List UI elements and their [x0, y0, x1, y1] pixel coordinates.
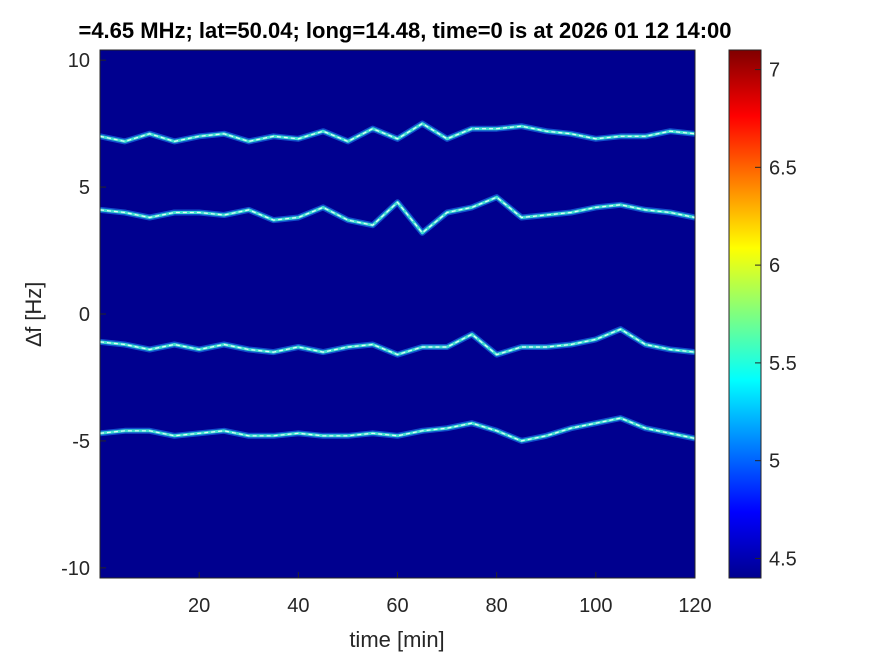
y-tick-label: -5 — [72, 431, 90, 453]
trace-1-core — [99, 123, 696, 142]
colorbar-tick-label: 5 — [769, 451, 780, 473]
trace-2-core — [99, 196, 696, 234]
colorbar-tick-label: 6 — [769, 255, 780, 277]
colorbar-tick-label: 4.5 — [769, 548, 797, 570]
chart-title: =4.65 MHz; lat=50.04; long=14.48, time=0… — [78, 18, 731, 43]
colorbar-tick-label: 7 — [769, 60, 780, 82]
x-tick-label: 60 — [386, 595, 408, 617]
x-axis-label: time [min] — [349, 627, 444, 652]
y-tick-label: 5 — [79, 177, 90, 199]
y-tick-label: 0 — [79, 304, 90, 326]
trace-4-core — [99, 417, 696, 442]
colorbar-ticks: 4.5 5 5.5 6 6.5 7 — [755, 60, 797, 570]
colorbar — [728, 49, 762, 579]
colorbar-tick-label: 6.5 — [769, 157, 797, 179]
x-tick-label: 120 — [678, 595, 711, 617]
x-tick-label: 80 — [486, 595, 508, 617]
y-tick-label: 10 — [68, 50, 90, 72]
y-axis-label: ∆f [Hz] — [21, 282, 46, 347]
x-tick-label: 20 — [188, 595, 210, 617]
x-axis-ticks: 20 40 60 80 100 120 — [188, 572, 712, 617]
plot-area — [100, 50, 695, 578]
x-tick-label: 100 — [579, 595, 612, 617]
signal-traces — [99, 120, 696, 444]
y-axis-ticks: 10 5 0 -5 -10 — [61, 50, 106, 580]
x-tick-label: 40 — [287, 595, 309, 617]
colorbar-tick-label: 5.5 — [769, 353, 797, 375]
trace-3-core — [99, 328, 696, 356]
y-tick-label: -10 — [61, 558, 90, 580]
